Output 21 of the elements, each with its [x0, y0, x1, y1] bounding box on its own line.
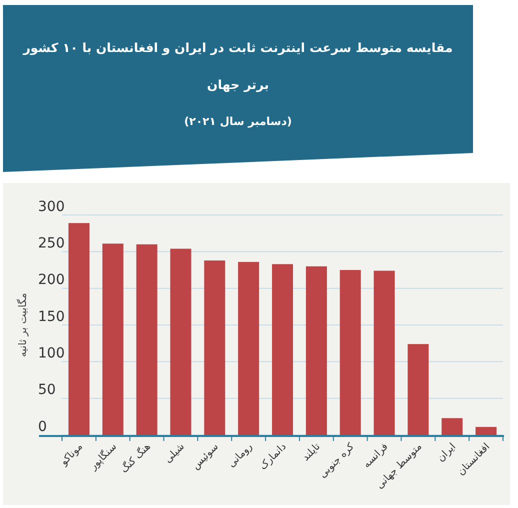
chart-title: مقایسه متوسط سرعت اینترنت ثابت در ایران و افغانستان با ۱۰ کشور برتر جهان [23, 40, 453, 92]
x-tick-label: رومانی [226, 441, 255, 470]
y-tick-label: 300 [38, 198, 65, 215]
x-tick-label: تایلند [300, 441, 323, 464]
y-tick-label: 0 [38, 418, 47, 435]
x-tick-label: دانمارک [258, 441, 289, 472]
y-axis-title: مگابیت بر ثانیه [16, 292, 29, 358]
x-tick-label: سنگاپور [86, 440, 120, 473]
y-tick-label: 50 [38, 382, 56, 398]
x-tick-label: فرانسه [361, 441, 391, 470]
y-tick-label: 200 [38, 272, 65, 288]
x-tick-label: افغانستان [456, 441, 492, 478]
x-tick-label: ایران [435, 441, 458, 464]
x-tick-label: سوئیس [190, 441, 221, 472]
y-tick-label: 150 [38, 308, 65, 325]
y-tick-label: 100 [38, 345, 65, 362]
x-tick-label: موناکو [58, 441, 86, 468]
chart-subtitle: (دسامبر سال ۲۰۲۱) [184, 115, 292, 128]
y-tick-label: 250 [38, 235, 65, 252]
x-tick-label: شیلی [162, 441, 187, 466]
x-tick-label: هنگ کنگ [118, 440, 153, 476]
